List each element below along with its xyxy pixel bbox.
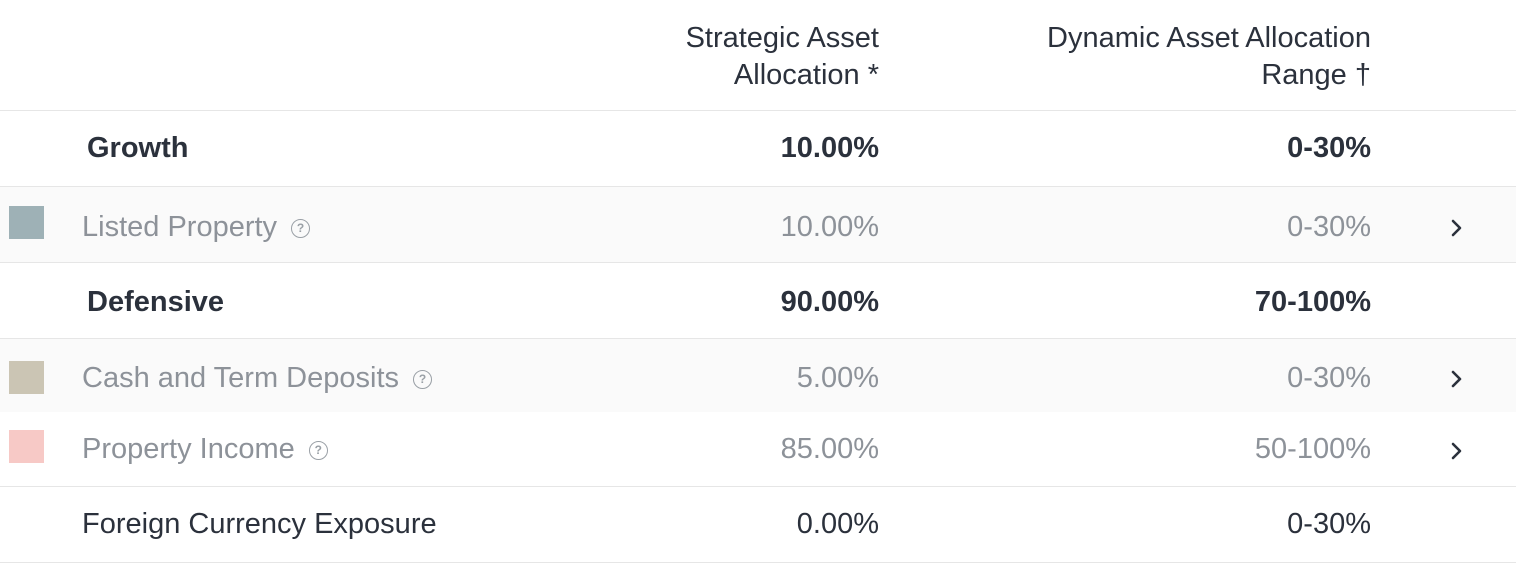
chevron-right-icon[interactable] [1448, 442, 1466, 460]
chevron-right-icon[interactable] [1448, 219, 1466, 237]
group-row-defensive: Defensive 90.00% 70-100% [0, 263, 1516, 339]
dynamic-range-value: 0-30% [1287, 362, 1371, 394]
strategic-value: 10.00% [780, 211, 879, 243]
row-label: Listed Property [82, 211, 278, 243]
color-swatch [9, 430, 44, 463]
strategic-value: 90.00% [780, 286, 879, 318]
row-label: Foreign Currency Exposure [82, 508, 437, 540]
asset-row-cash-and-term-deposits[interactable]: Cash and Term Deposits? 5.00% 0-30% [0, 339, 1516, 412]
help-circle-icon[interactable]: ? [308, 441, 328, 460]
strategic-header-line1: Strategic Asset [685, 22, 879, 54]
dynamic-range-value: 0-30% [1287, 132, 1371, 164]
group-row-growth: Growth 10.00% 0-30% [0, 111, 1516, 187]
color-swatch [9, 361, 44, 394]
row-label: Growth [87, 132, 189, 164]
row-label-wrap: Cash and Term Deposits? [82, 360, 433, 396]
row-label: Defensive [87, 286, 225, 318]
dynamic-header-line1: Dynamic Asset Allocation [1047, 22, 1371, 54]
strategic-header-line2: Allocation * [733, 59, 879, 91]
row-label: Property Income [82, 433, 295, 465]
row-foreign-currency-exposure: Foreign Currency Exposure 0.00% 0-30% [0, 487, 1516, 563]
asset-row-property-income[interactable]: Property Income? 85.00% 50-100% [0, 412, 1516, 487]
strategic-asset-allocation-header: Strategic Asset Allocation * [579, 20, 879, 94]
row-label-wrap: Property Income? [82, 431, 328, 467]
row-label: Cash and Term Deposits [82, 362, 400, 394]
dynamic-range-value: 70-100% [1254, 286, 1371, 318]
color-swatch [9, 206, 44, 239]
help-circle-icon[interactable]: ? [291, 219, 311, 238]
dynamic-header-line2: Range † [1261, 59, 1371, 91]
strategic-value: 0.00% [796, 508, 879, 540]
chevron-right-icon[interactable] [1448, 370, 1466, 388]
dynamic-asset-allocation-range-header: Dynamic Asset Allocation Range † [951, 20, 1371, 94]
dynamic-range-value: 50-100% [1254, 433, 1371, 465]
dynamic-range-value: 0-30% [1287, 211, 1371, 243]
strategic-value: 5.00% [796, 362, 879, 394]
row-label-wrap: Listed Property? [82, 209, 311, 245]
asset-row-listed-property[interactable]: Listed Property? 10.00% 0-30% [0, 187, 1516, 263]
strategic-value: 10.00% [780, 132, 879, 164]
help-circle-icon[interactable]: ? [413, 370, 433, 389]
strategic-value: 85.00% [780, 433, 879, 465]
dynamic-range-value: 0-30% [1287, 508, 1371, 540]
table-header: Strategic Asset Allocation * Dynamic Ass… [0, 0, 1516, 111]
